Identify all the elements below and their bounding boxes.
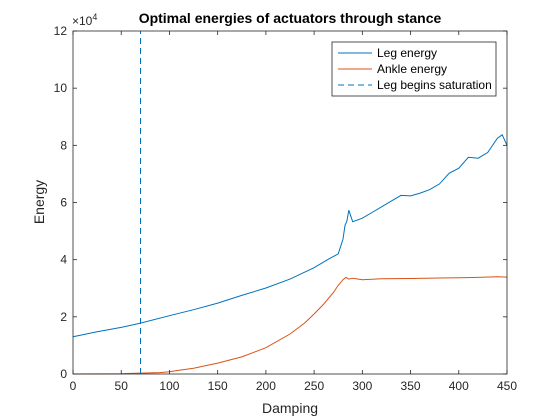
y-tick-label: 0 [60, 367, 67, 381]
series-layer [72, 31, 508, 375]
x-tick-label: 100 [159, 379, 179, 393]
legend-label-1: Ankle energy [377, 62, 447, 76]
y-tick-label: 12 [54, 24, 68, 38]
x-tick-label: 0 [70, 379, 77, 393]
legend: Leg energy Ankle energy Leg begins saturat… [331, 41, 497, 97]
y-tick-label: 4 [60, 253, 67, 267]
x-axis-label: Damping [262, 400, 318, 416]
y-tick-label: 6 [60, 196, 67, 210]
x-tick-label: 300 [352, 379, 372, 393]
x-tick-label: 350 [401, 379, 421, 393]
y-exponent-base: ×10 [72, 14, 93, 28]
y-axis-label: Energy [31, 180, 47, 224]
y-exponent-power: 4 [92, 12, 97, 22]
y-tick-label: 10 [54, 81, 68, 95]
x-tick-label: 150 [208, 379, 228, 393]
series-line-0 [72, 134, 508, 338]
x-tick-label: 250 [304, 379, 324, 393]
x-tick-label: 200 [256, 379, 276, 393]
series-line-1 [72, 276, 508, 375]
chart-title: Optimal energies of actuators through st… [139, 10, 442, 26]
legend-label-2: Leg begins saturation [377, 78, 492, 92]
ticks-layer: 0 50 100 150 200 250 300 350 400 450 0 2 4 6 8 10 12 [54, 24, 518, 393]
y-tick-label: 8 [60, 138, 67, 152]
x-tick-label: 450 [497, 379, 517, 393]
legend-label-0: Leg energy [377, 46, 437, 60]
y-exponent-label: ×104 [72, 12, 97, 28]
x-tick-label: 400 [449, 379, 469, 393]
x-tick-label: 50 [115, 379, 129, 393]
y-tick-label: 2 [60, 310, 67, 324]
